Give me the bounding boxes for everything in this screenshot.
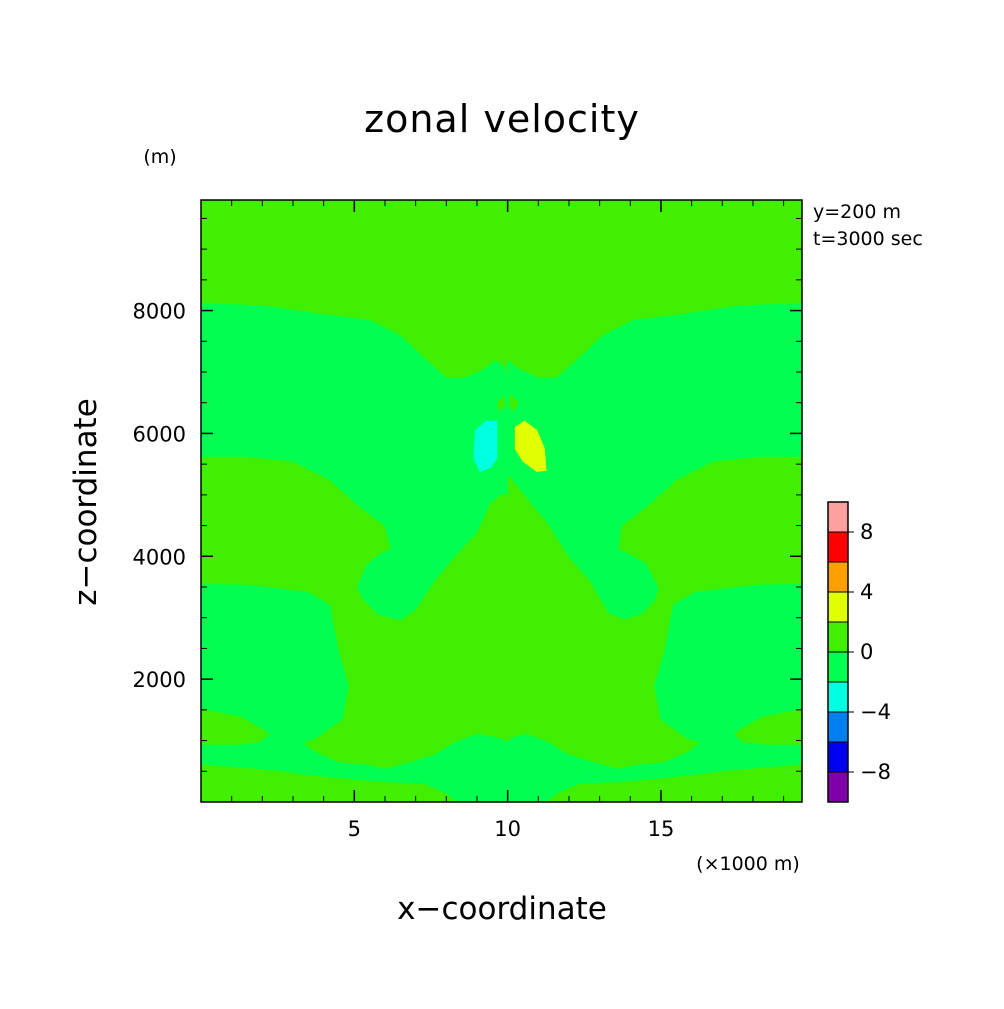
y-axis-unit: (m)	[143, 146, 176, 168]
y-tick-label: 4000	[133, 545, 186, 569]
colorbar-label: −8	[860, 760, 891, 784]
y-tick-label: 2000	[133, 668, 186, 692]
colorbar-label: 4	[860, 580, 873, 604]
y-tick-label: 8000	[133, 300, 186, 324]
x-tick-label: 15	[648, 817, 675, 841]
x-tick-label: 10	[494, 817, 521, 841]
region-negative-band-lower-right	[507, 584, 803, 802]
chart-title: zonal velocity	[364, 97, 640, 141]
colorbar-label: −4	[860, 700, 891, 724]
colorbar-label: 8	[860, 520, 873, 544]
region-small-blob-left	[497, 396, 506, 411]
colorbar-swatch	[827, 591, 849, 623]
colorbar-swatch	[827, 531, 849, 563]
colorbar-swatch	[827, 771, 849, 803]
plot-area	[200, 200, 803, 802]
colorbar-swatch	[827, 561, 849, 593]
x-tick-label: 5	[348, 817, 361, 841]
info-line-1: y=200 m	[813, 201, 901, 223]
info-line-2: t=3000 sec	[813, 228, 923, 250]
plot-frame	[200, 199, 803, 803]
y-axis-label: z−coordinate	[68, 398, 104, 606]
region-negative-core	[473, 420, 498, 472]
colorbar-label: 0	[860, 640, 873, 664]
region-negative-band-upper-left	[200, 303, 509, 621]
x-axis-unit: (×1000 m)	[696, 853, 800, 875]
region-negative-band-upper-right	[507, 303, 803, 620]
colorbar-swatch	[827, 711, 849, 743]
y-tick-label: 6000	[133, 422, 186, 446]
region-positive-lens-right	[734, 708, 803, 745]
colorbar-swatch	[827, 621, 849, 653]
x-axis-label: x−coordinate	[397, 891, 607, 927]
region-positive-core	[514, 420, 547, 472]
region-small-blob-right	[508, 394, 519, 411]
region-positive-lens-left	[200, 708, 269, 745]
colorbar-swatch	[827, 681, 849, 713]
axes: 5 10 15 2000 4000 6000 8000	[133, 199, 803, 841]
region-negative-band-lower-left	[200, 584, 509, 802]
colorbar-swatch	[827, 501, 849, 533]
colorbar-swatch	[827, 651, 849, 683]
colorbar: −8 −4 0 4 8	[827, 501, 891, 803]
colorbar-swatch	[827, 741, 849, 773]
